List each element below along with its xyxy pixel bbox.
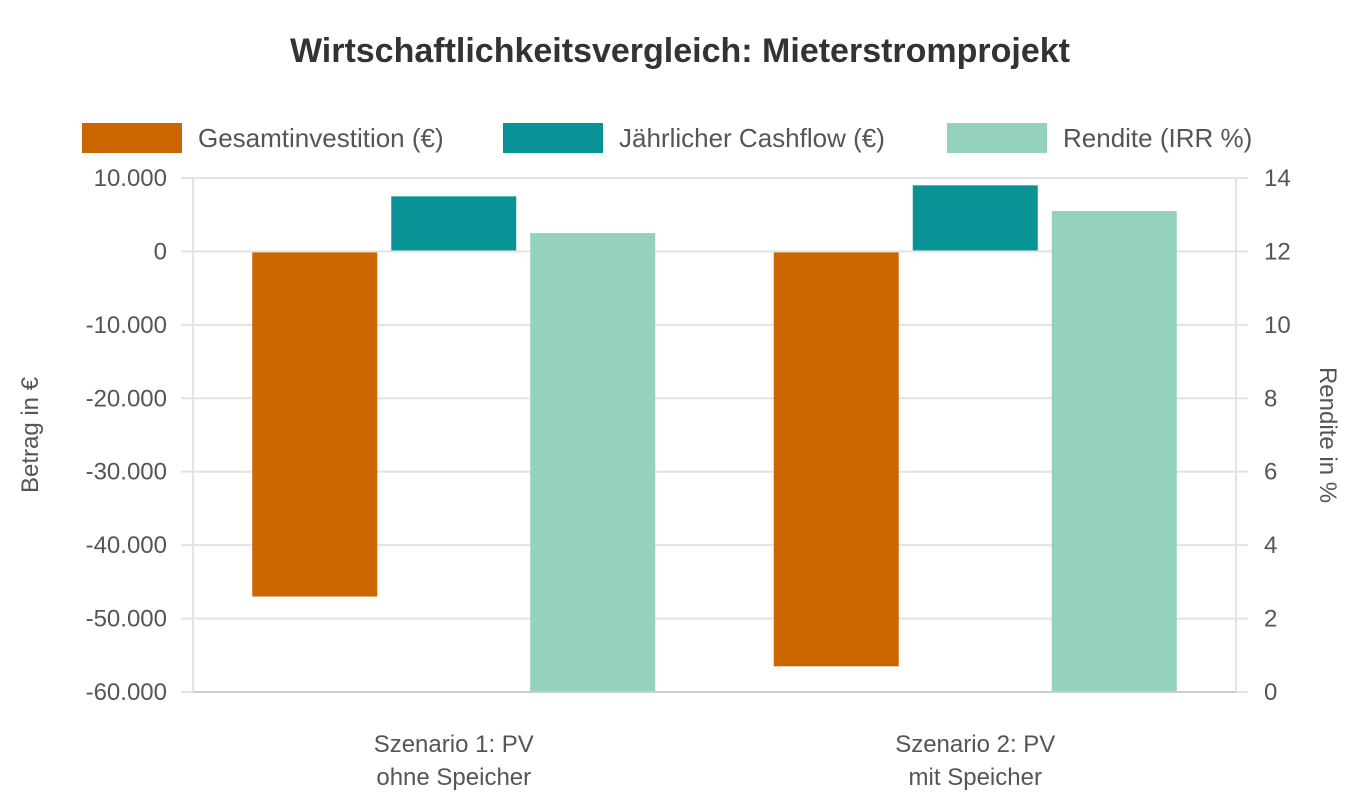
y-right-tick-label: 4 bbox=[1264, 532, 1277, 559]
y-right-tick-label: 6 bbox=[1264, 459, 1277, 486]
y-left-tick-label: -30.000 bbox=[86, 459, 167, 486]
x-tick-label: ohne Speicher bbox=[376, 764, 531, 791]
y-left-tick-label: -40.000 bbox=[86, 532, 167, 559]
y-right-tick-label: 2 bbox=[1264, 606, 1277, 633]
y-left-tick-label: 0 bbox=[154, 238, 167, 265]
y-left-tick-label: -50.000 bbox=[86, 606, 167, 633]
legend-swatch bbox=[503, 123, 603, 153]
y-left-tick-label: -20.000 bbox=[86, 385, 167, 412]
axes: 10.000 0 -10.000 -20.000 -30.000 -40.000 -50.0… bbox=[86, 165, 1291, 791]
legend-swatch bbox=[947, 123, 1047, 153]
y-right-tick-label: 14 bbox=[1264, 165, 1291, 192]
bar-cashflow bbox=[912, 185, 1038, 251]
y-right-tick-label: 12 bbox=[1264, 238, 1291, 265]
bar-investition bbox=[773, 252, 899, 667]
legend: Gesamtinvestition (€) Jährlicher Cashflow… bbox=[82, 123, 1252, 153]
bar-rendite bbox=[530, 233, 656, 693]
y-right-axis-title: Rendite in % bbox=[1314, 367, 1341, 503]
bar-cashflow bbox=[391, 196, 517, 251]
legend-label: Rendite (IRR %) bbox=[1063, 123, 1252, 153]
x-tick-label: mit Speicher bbox=[909, 764, 1042, 791]
y-right-tick-label: 10 bbox=[1264, 312, 1291, 339]
bar-investition bbox=[252, 252, 378, 597]
legend-label: Jährlicher Cashflow (€) bbox=[619, 123, 885, 153]
y-left-tick-label: -10.000 bbox=[86, 312, 167, 339]
x-tick-label: Szenario 1: PV bbox=[374, 731, 534, 758]
x-tick-label: Szenario 2: PV bbox=[895, 731, 1055, 758]
y-left-tick-label: -60.000 bbox=[86, 679, 167, 706]
y-right-tick-label: 8 bbox=[1264, 385, 1277, 412]
chart-title: Wirtschaftlichkeitsvergleich: Mieterstro… bbox=[290, 32, 1070, 70]
legend-swatch bbox=[82, 123, 182, 153]
bars bbox=[252, 185, 1177, 693]
y-left-axis-title: Betrag in € bbox=[17, 376, 44, 493]
y-left-tick-label: 10.000 bbox=[94, 165, 167, 192]
bar-rendite bbox=[1051, 211, 1177, 693]
legend-label: Gesamtinvestition (€) bbox=[198, 123, 444, 153]
y-right-tick-label: 0 bbox=[1264, 679, 1277, 706]
